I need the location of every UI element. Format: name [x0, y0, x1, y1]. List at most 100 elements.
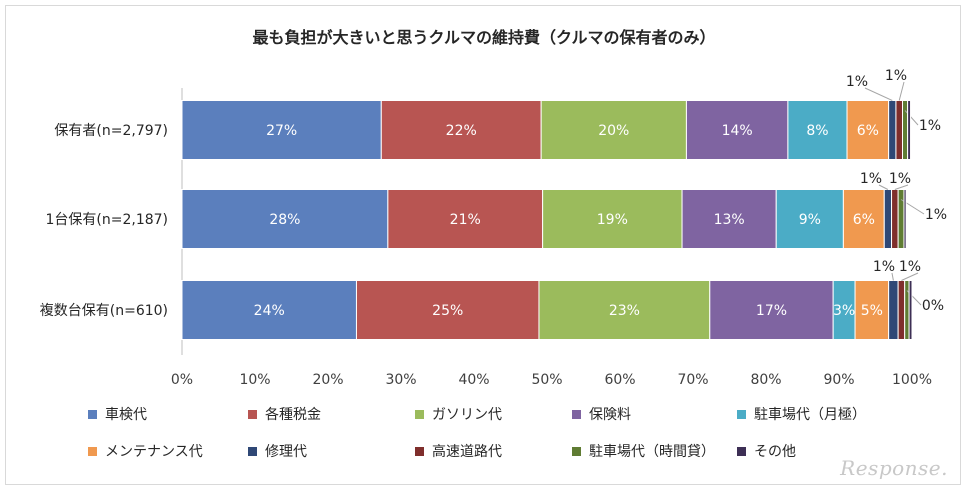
- legend-label: ガソリン代: [432, 407, 502, 423]
- data-label: 23%: [609, 303, 640, 319]
- bar-segment: [883, 189, 893, 249]
- legend-label: 駐車場代（月極）: [754, 407, 866, 423]
- data-label: 1%: [846, 74, 868, 90]
- legend-swatch: [88, 446, 97, 456]
- x-tick-label: 80%: [750, 372, 781, 388]
- data-label: 25%: [432, 303, 463, 319]
- chart-frame: [5, 5, 961, 485]
- bar-segment: [842, 189, 885, 249]
- legend-swatch: [88, 409, 97, 419]
- legend-swatch: [737, 409, 746, 419]
- bar-segment: [908, 280, 913, 340]
- legend-item: ガソリン代: [415, 404, 502, 424]
- response-logo: Response.: [840, 456, 948, 480]
- data-label: 0%: [922, 298, 944, 314]
- data-label: 8%: [806, 123, 828, 139]
- bar-segment: [903, 189, 907, 249]
- legend-item: メンテナンス代: [88, 441, 203, 461]
- x-tick-label: 90%: [823, 372, 854, 388]
- x-tick-label: 10%: [239, 372, 270, 388]
- data-label: 1%: [899, 259, 921, 275]
- bar-segment: [538, 280, 711, 340]
- legend-swatch: [572, 446, 581, 456]
- bar-segment: [775, 189, 844, 249]
- callout-line: [878, 184, 889, 190]
- data-label: 24%: [254, 303, 285, 319]
- x-tick-label: 30%: [385, 372, 416, 388]
- legend-swatch: [248, 446, 257, 456]
- legend-label: 保険料: [589, 407, 631, 423]
- x-tick-label: 0%: [171, 372, 193, 388]
- bar-segment: [854, 280, 890, 340]
- bar-segment: [181, 189, 389, 249]
- bar-segment: [897, 280, 906, 340]
- legend-label: 修理代: [265, 444, 307, 460]
- data-label: 20%: [598, 123, 629, 139]
- data-label: 1%: [860, 171, 882, 187]
- bar-segment: [380, 100, 542, 160]
- legend-label: 車検代: [105, 407, 147, 423]
- bar-segment: [709, 280, 834, 340]
- legend-item: 高速道路代: [415, 441, 502, 461]
- bar-segment: [540, 100, 687, 160]
- bar-segment: [181, 280, 357, 340]
- data-label: 6%: [853, 212, 875, 228]
- data-label: 9%: [799, 212, 821, 228]
- category-label: 複数台保有(n=610): [40, 302, 168, 319]
- data-label: 22%: [446, 123, 477, 139]
- data-label: 6%: [857, 123, 879, 139]
- bar-segment: [902, 100, 909, 160]
- callout-line: [864, 87, 893, 101]
- data-label: 1%: [889, 171, 911, 187]
- data-label: 5%: [861, 303, 883, 319]
- data-label: 1%: [925, 207, 947, 223]
- category-label: 保有者(n=2,797): [54, 123, 168, 139]
- x-tick-label: 60%: [604, 372, 635, 388]
- x-tick-label: 40%: [458, 372, 489, 388]
- legend-label: 駐車場代（時間貸）: [589, 444, 715, 460]
- data-label: 14%: [722, 123, 753, 139]
- legend-item: その他: [737, 441, 796, 461]
- bar-segment: [888, 280, 899, 340]
- data-label: 28%: [269, 212, 300, 228]
- legend-label: メンテナンス代: [105, 444, 203, 460]
- bar-segment: [904, 280, 910, 340]
- bar-segment: [895, 100, 904, 160]
- x-tick-label: 20%: [312, 372, 343, 388]
- legend-label: その他: [754, 444, 796, 460]
- data-label: 1%: [919, 118, 941, 134]
- legend-item: 駐車場代（月極）: [737, 404, 866, 424]
- data-label: 3%: [833, 303, 855, 319]
- bar-segment: [681, 189, 777, 249]
- callout-line: [891, 272, 894, 281]
- bar-segment: [846, 100, 890, 160]
- legend-item: 各種税金: [248, 404, 321, 424]
- bar-segment: [181, 100, 382, 160]
- category-label: 1台保有(n=2,187): [45, 212, 168, 228]
- legend-label: 各種税金: [265, 407, 321, 423]
- data-label: 1%: [885, 68, 907, 84]
- legend-item: 駐車場代（時間貸）: [572, 441, 715, 461]
- data-label: 27%: [266, 123, 297, 139]
- legend-swatch: [248, 409, 257, 419]
- x-tick-label: 100%: [892, 372, 932, 388]
- data-label: 17%: [756, 303, 787, 319]
- x-tick-label: 70%: [677, 372, 708, 388]
- bar-segment: [685, 100, 789, 160]
- legend-swatch: [415, 409, 424, 419]
- data-label: 21%: [450, 212, 481, 228]
- legend-swatch: [415, 446, 424, 456]
- legend-swatch: [572, 409, 581, 419]
- legend-item: 車検代: [88, 404, 147, 424]
- legend-swatch: [737, 446, 746, 456]
- data-label: 1%: [873, 259, 895, 275]
- bar-segment: [355, 280, 540, 340]
- bar-segment: [888, 100, 897, 160]
- bar-segment: [891, 189, 899, 249]
- legend-label: 高速道路代: [432, 444, 502, 460]
- callout-line: [901, 272, 919, 281]
- data-label: 19%: [597, 212, 628, 228]
- legend-item: 修理代: [248, 441, 307, 461]
- data-label: 13%: [714, 212, 745, 228]
